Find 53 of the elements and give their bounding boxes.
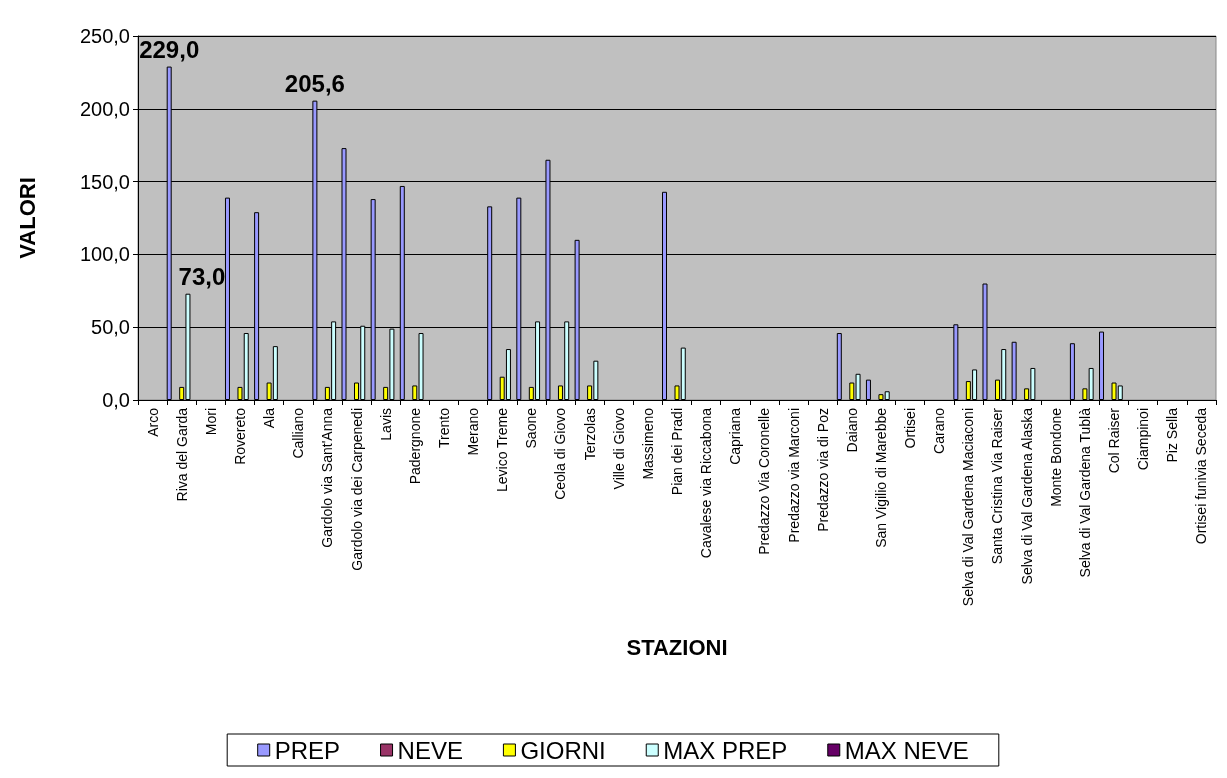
x-tick-label: Capriana <box>727 407 744 465</box>
y-tick-label: 250,0 <box>79 25 130 47</box>
x-tick-label: Mori <box>202 408 219 436</box>
legend-label: MAX PREP <box>663 736 788 764</box>
legend-label: MAX NEVE <box>844 736 969 764</box>
x-tick-label: Monte Bondone <box>1047 407 1064 507</box>
x-tick-label: Predazzo via Marconi <box>785 408 802 543</box>
x-tick-label: Gardolo via Sant'Anna <box>319 407 336 548</box>
data-label: 73,0 <box>178 263 226 291</box>
x-tick-label: Ala <box>261 407 278 429</box>
x-tick-label: Merano <box>465 407 482 456</box>
x-tick-label: Predazzo Via Coronelle <box>756 407 773 555</box>
x-tick-label: Lavis <box>377 408 394 441</box>
x-tick-label: Padergnone <box>406 407 423 485</box>
x-tick-label: Massimeno <box>639 407 656 480</box>
y-tick-label: 0,0 <box>102 389 130 411</box>
x-tick-label: Daiano <box>843 407 860 453</box>
y-tick-label: 50,0 <box>91 316 130 339</box>
legend-label: GIORNI <box>520 736 606 764</box>
x-tick-label: Cavalese via Riccabona <box>698 407 715 559</box>
x-tick-label: Piz Sella <box>1164 407 1181 463</box>
x-tick-label: Rovereto <box>231 407 248 465</box>
x-tick-label: Col Raiser <box>1106 407 1123 474</box>
x-axis-title: STAZIONI <box>626 634 728 660</box>
x-tick-label: Selva di Val Gardena Maciaconi <box>960 408 977 607</box>
x-tick-label: Carano <box>931 407 948 454</box>
x-tick-label: Trento <box>435 407 452 448</box>
x-tick-label: Ciampinoi <box>1135 408 1152 471</box>
x-tick-label: Riva del Garda <box>173 407 190 502</box>
x-tick-label: Santa Cristina Via Raiser <box>989 407 1006 565</box>
x-tick-label: Ceola di Giovo <box>552 407 569 500</box>
x-tick-label: Saone <box>523 407 540 449</box>
x-tick-label: Levico Treme <box>494 407 511 493</box>
x-tick-label: Predazzo via di Poz <box>814 408 831 532</box>
y-axis-title: VALORI <box>14 177 40 259</box>
x-tick-label: Ortisei funivia Seceda <box>1193 407 1210 545</box>
data-label: 229,0 <box>139 36 200 64</box>
x-tick-label: Arco <box>144 407 161 437</box>
x-tick-label: Selva di Val Gardena Alaska <box>1018 407 1035 585</box>
x-tick-label: Terzolas <box>581 408 598 461</box>
x-tick-label: Ville di Giovo <box>610 407 627 490</box>
x-tick-label: Ortisei <box>902 408 919 449</box>
x-tick-label: Gardolo via dei Carpenedi <box>348 408 365 571</box>
y-tick-label: 100,0 <box>79 243 130 266</box>
x-tick-label: Pian dei Pradi <box>669 408 685 496</box>
data-label: 205,6 <box>284 70 345 98</box>
x-tick-label: Selva di Val Gardena Tublà <box>1076 407 1093 578</box>
legend-label: NEVE <box>397 736 463 764</box>
x-tick-label: San Vigilio di Marebbe <box>872 407 889 548</box>
y-tick-label: 200,0 <box>79 97 130 120</box>
legend-label: PREP <box>274 736 341 764</box>
y-tick-label: 150,0 <box>79 170 130 193</box>
x-tick-label: Calliano <box>290 407 307 459</box>
